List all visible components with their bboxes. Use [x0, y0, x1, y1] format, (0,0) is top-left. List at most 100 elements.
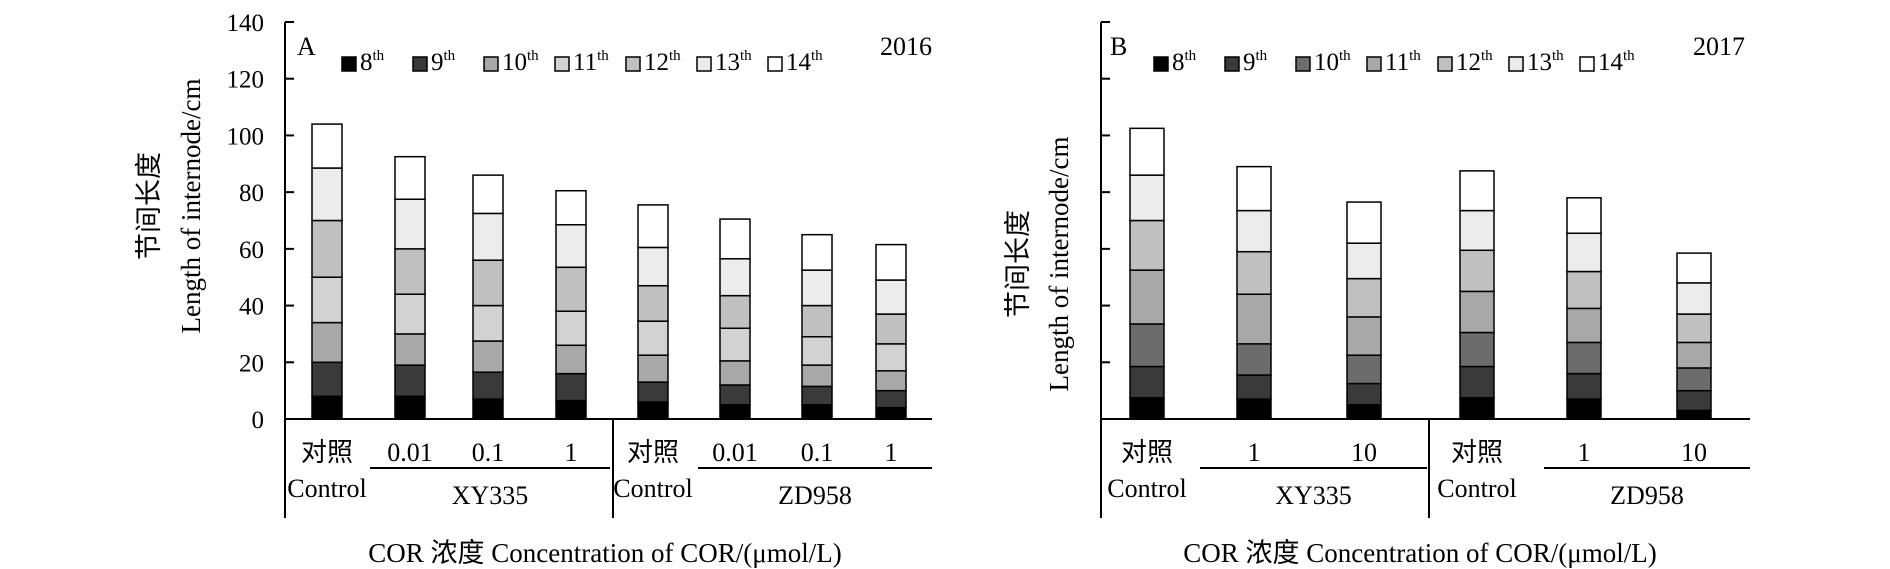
chart-a-bar-9th — [472, 371, 504, 400]
chart-a-bar-8th — [555, 399, 587, 420]
chart-a-legend-swatch — [483, 56, 499, 72]
chart-a-legend-sup: th — [740, 48, 752, 64]
chart-a-control-label: Control — [613, 474, 692, 503]
chart-b-bar-14th — [1566, 197, 1602, 235]
chart-b-category-label: 10 — [1351, 438, 1377, 467]
chart-a-bar-8th — [472, 398, 504, 420]
chart-a-bar-11th — [801, 336, 833, 366]
chart-a-bar-11th — [875, 343, 907, 372]
chart-b-bar-12th — [1236, 250, 1272, 295]
chart-a-bar-9th — [637, 381, 669, 403]
chart-b-bar-13th — [1236, 209, 1272, 253]
chart-a-bar-12th — [801, 304, 833, 338]
chart-a-bar-12th — [472, 259, 504, 307]
chart-a-legend-num: 11 — [573, 49, 597, 76]
chart-a-ytick-label: 120 — [227, 67, 265, 94]
chart-b-bar-11th — [1236, 293, 1272, 345]
chart-a-bar-8th — [801, 404, 833, 420]
chart-a-bar-9th — [875, 389, 907, 409]
chart-a-legend-label: 11th — [573, 48, 609, 76]
chart-b-bar-8th — [1676, 409, 1712, 420]
chart-a-bar-8th — [637, 401, 669, 420]
chart-b-category-label: 对照 — [1451, 438, 1503, 467]
chart-a-bar-10th — [875, 370, 907, 392]
chart-a-legend-swatch — [341, 56, 357, 72]
chart-a-category-label: 0.01 — [387, 438, 433, 467]
chart-b-legend-num: 8 — [1172, 49, 1185, 76]
chart-b-bar-11th — [1129, 269, 1165, 325]
chart-b-control-label: Control — [1437, 474, 1516, 503]
chart-a-legend-swatch — [554, 56, 570, 72]
chart-b-xlabel: COR 浓度 Concentration of COR/(μmol/L) — [1183, 538, 1656, 568]
chart-b-bar-13th — [1676, 282, 1712, 315]
chart-b-control-label: Control — [1107, 474, 1186, 503]
chart-b-legend-swatch — [1579, 56, 1595, 72]
chart-a-bar-10th — [801, 364, 833, 388]
chart-b-bar-10th — [1236, 343, 1272, 376]
chart-a-bar-14th — [394, 155, 426, 200]
chart-b-bar-10th — [1566, 341, 1602, 375]
chart-a-ytick-label: 60 — [239, 237, 264, 264]
chart-a-bar-10th — [311, 321, 343, 364]
chart-a-bar-14th — [311, 123, 343, 169]
chart-a-legend-swatch — [625, 56, 641, 72]
chart-b-bar-8th — [1236, 398, 1272, 420]
chart-a-year: 2016 — [880, 32, 932, 61]
chart-a-legend-num: 8 — [360, 49, 373, 76]
chart-b-legend-label: 14th — [1598, 48, 1635, 76]
chart-a-bar-13th — [472, 212, 504, 261]
chart-b-legend-swatch — [1153, 56, 1169, 72]
chart-a-category-label: 0.1 — [472, 438, 505, 467]
chart-a-legend-sup: th — [527, 48, 539, 64]
chart-b-bar-14th — [1236, 165, 1272, 212]
chart-a-bar-11th — [472, 304, 504, 342]
chart-a-bar-13th — [394, 198, 426, 250]
chart-a-bar-12th — [394, 248, 426, 295]
chart-a-bar-13th — [555, 224, 587, 269]
chart-a-bar-13th — [637, 246, 669, 287]
chart-b-bar-12th — [1459, 249, 1495, 293]
chart-a-xlabel: COR 浓度 Concentration of COR/(μmol/L) — [368, 538, 841, 568]
chart-a-legend-label: 8th — [360, 48, 385, 76]
chart-a-legend-swatch — [696, 56, 712, 72]
chart-a-legend-label: 10th — [502, 48, 539, 76]
chart-b-legend-label: 10th — [1314, 48, 1351, 76]
chart-b-legend-sup: th — [1256, 48, 1268, 64]
chart-a-legend-num: 14 — [786, 49, 812, 76]
chart-a-legend-num: 9 — [431, 49, 444, 76]
chart-a-bar-10th — [555, 344, 587, 375]
chart-b-bar-11th — [1346, 316, 1382, 356]
chart-b-bar-9th — [1346, 382, 1382, 406]
chart-a-legend-label: 12th — [644, 48, 681, 76]
chart-a-bar-9th — [719, 384, 751, 406]
chart-a-group-label: XY335 — [452, 481, 529, 510]
chart-b-bar-14th — [1346, 201, 1382, 244]
chart-a-bar-10th — [472, 340, 504, 373]
chart-a-legend-label: 9th — [431, 48, 456, 76]
chart-a-bar-8th — [394, 395, 426, 420]
chart-b-bar-8th — [1346, 404, 1382, 420]
chart-a-bar-9th — [394, 364, 426, 398]
chart-b-legend-num: 11 — [1385, 49, 1409, 76]
chart-a-legend-num: 12 — [644, 49, 669, 76]
chart-a-category-label: 1 — [885, 438, 898, 467]
chart-b-bar-10th — [1459, 331, 1495, 368]
chart-b-legend-sup: th — [1185, 48, 1197, 64]
chart-b-bar-11th — [1676, 341, 1712, 369]
chart-a-bar-9th — [801, 385, 833, 406]
chart-a-bar-8th — [311, 395, 343, 420]
chart-a-bar-14th — [555, 189, 587, 226]
chart-a-category-label: 0.1 — [801, 438, 834, 467]
chart-b-legend-num: 13 — [1527, 49, 1552, 76]
chart-a-bar-14th — [637, 204, 669, 249]
chart-a-bar-12th — [555, 266, 587, 312]
chart-a-panel-label: A — [297, 32, 316, 61]
chart-a-legend-sup: th — [597, 48, 609, 64]
chart-b-legend-num: 12 — [1456, 49, 1481, 76]
chart-b-bar-9th — [1236, 374, 1272, 400]
chart-b-legend-sup: th — [1623, 48, 1635, 64]
chart-b-bar-13th — [1459, 209, 1495, 252]
chart-b-category-label: 1 — [1578, 438, 1591, 467]
chart-a-bar-10th — [394, 333, 426, 366]
chart-b-legend-label: 11th — [1385, 48, 1421, 76]
